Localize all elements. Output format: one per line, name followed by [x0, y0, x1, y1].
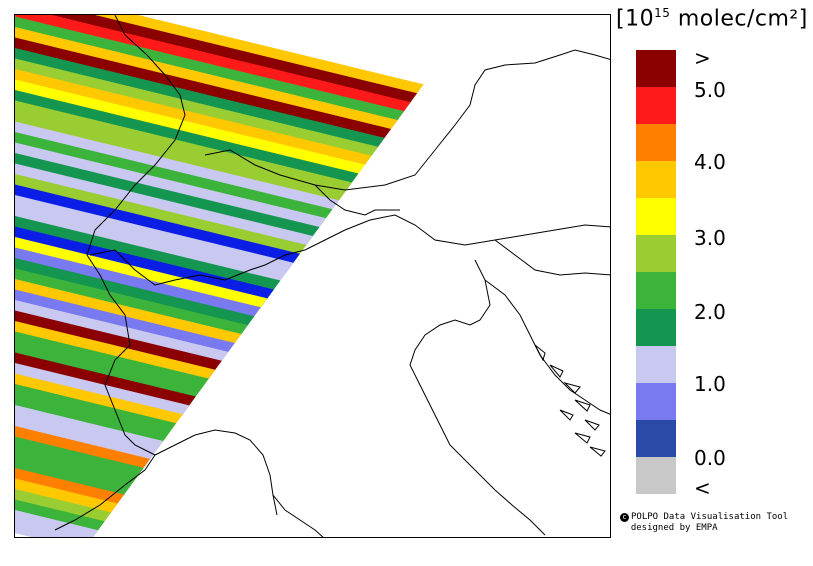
- legend-swatch: [636, 235, 676, 272]
- legend-swatch: [636, 383, 676, 420]
- swiss-south-border: [89, 214, 610, 286]
- austria-italy-border: [314, 184, 400, 216]
- italy-adriatic-coast: [409, 259, 546, 536]
- legend-swatch: [636, 198, 676, 235]
- legend-title: [1015 molec/cm²]: [616, 6, 808, 31]
- tuscan-coast: [272, 494, 324, 537]
- legend-label-1: 1.0: [694, 372, 726, 396]
- credit-line-2: designed by EMPA: [630, 523, 718, 533]
- legend-swatch: [636, 420, 676, 457]
- legend-swatch: [636, 346, 676, 383]
- map-canvas: [15, 15, 610, 537]
- legend-title-exponent: 15: [654, 6, 671, 20]
- swath-pixel: [15, 507, 99, 537]
- map-panel[interactable]: [14, 14, 611, 538]
- slovenia-croatia-coast: [484, 279, 610, 415]
- satellite-swath: [15, 15, 424, 537]
- ligurian-coast: [154, 429, 278, 516]
- copyright-icon: c: [620, 513, 629, 522]
- legend-title-suffix: molec/cm²]: [670, 6, 808, 32]
- legend-label-over: >: [694, 46, 711, 70]
- legend-label-0: 0.0: [694, 446, 726, 470]
- legend-swatch: [636, 457, 676, 494]
- legend-label-under: <: [694, 476, 711, 500]
- legend-swatch: [636, 161, 676, 198]
- legend-swatch: [636, 87, 676, 124]
- country-borders: [54, 15, 610, 537]
- france-switzerland-border: [54, 15, 186, 531]
- legend-swatch: [636, 272, 676, 309]
- legend-label-3: 3.0: [694, 226, 726, 250]
- credit-text: c POLPO Data Visualisation Tool designed …: [620, 512, 788, 534]
- croatia-inland-border: [494, 239, 610, 276]
- legend-label-5: 5.0: [694, 78, 726, 102]
- legend-label-4: 4.0: [694, 150, 726, 174]
- legend-swatch: [636, 50, 676, 87]
- swiss-north-border: [204, 49, 610, 191]
- legend-swatch: [636, 124, 676, 161]
- legend-label-2: 2.0: [694, 300, 726, 324]
- credit-line-1: POLPO Data Visualisation Tool: [631, 512, 789, 522]
- legend-swatch: [636, 309, 676, 346]
- legend-title-prefix: [10: [616, 6, 655, 32]
- dalmatian-islands: [534, 344, 606, 457]
